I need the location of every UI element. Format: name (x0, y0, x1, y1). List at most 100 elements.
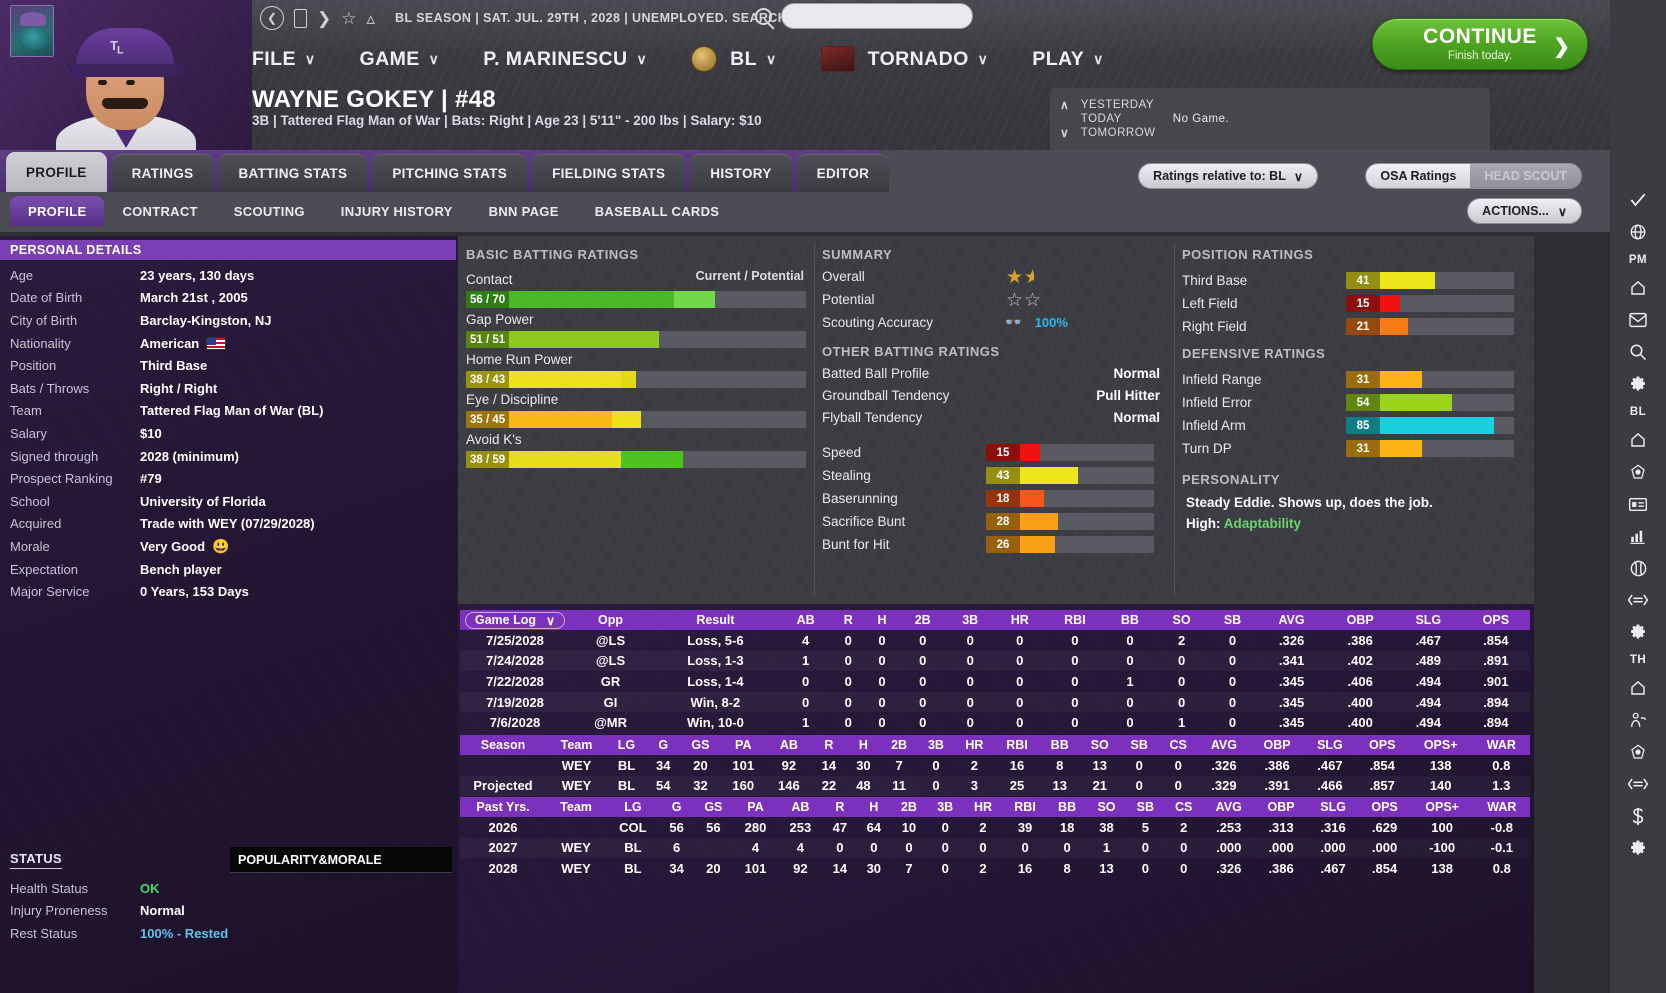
table-row[interactable]: 2028 WEY BL 34 20 101 92 14 30 7 0 2 16 8 13 0 0 .326 .386… (460, 858, 1530, 879)
gear-icon[interactable] (1610, 368, 1666, 400)
home-icon[interactable] (1610, 424, 1666, 456)
home-icon[interactable] (1610, 272, 1666, 304)
check-icon[interactable] (1610, 184, 1666, 216)
tab-ratings[interactable]: RATINGS (111, 154, 214, 192)
menu-manager[interactable]: P. MARINESCU ∨ (483, 48, 647, 71)
column-header[interactable]: H (865, 610, 899, 630)
column-header[interactable]: AB (779, 610, 832, 630)
forward-arrow-icon[interactable]: ❯ (317, 8, 332, 28)
column-header[interactable]: LG (606, 797, 660, 817)
column-header[interactable]: Past Yrs. (460, 797, 546, 817)
column-header[interactable]: R (811, 735, 847, 755)
menu-team[interactable]: TORNADO ∨ (820, 46, 989, 72)
column-header[interactable]: RBI (1045, 610, 1105, 630)
column-header[interactable]: SO (1079, 735, 1120, 755)
column-header[interactable]: 2B (898, 610, 947, 630)
search-input[interactable] (781, 3, 973, 29)
column-header[interactable]: AVG (1202, 797, 1255, 817)
table-row[interactable]: WEY BL 34 20 101 92 14 30 7 0 2 16 8 13 0 0 .326 .386 .467… (460, 755, 1530, 776)
tab-profile[interactable]: PROFILE (6, 152, 107, 192)
tab-fielding-stats[interactable]: FIELDING STATS (532, 154, 686, 192)
column-header[interactable]: G (645, 735, 681, 755)
table-row[interactable]: 7/19/2028 GI Win, 8-2 0 0 0 0 0 0 0 0 0 0.345.400.49… (460, 692, 1530, 713)
column-header[interactable]: WAR (1472, 735, 1530, 755)
column-header[interactable]: SB (1207, 610, 1258, 630)
table-row[interactable]: 2027 WEY BL 6 4 4 0 0 0 0 0 0 0 1 0 0.000.000.000.000 -1… (460, 838, 1530, 859)
tab-history[interactable]: HISTORY (690, 154, 792, 192)
continue-button[interactable]: CONTINUE Finish today. ❯ (1372, 18, 1588, 70)
column-header[interactable]: H (846, 735, 881, 755)
osa-ratings-button[interactable]: OSA Ratings (1366, 164, 1471, 188)
column-header[interactable]: GS (680, 735, 721, 755)
column-header[interactable]: R (831, 610, 866, 630)
column-header[interactable]: Opp (570, 610, 652, 630)
table-row[interactable]: 7/6/2028 @MR Win, 10-0 1 0 0 0 0 0 0 0 1 0 .345 .400 .4… (460, 712, 1530, 733)
coach-icon[interactable] (1610, 704, 1666, 736)
search-icon[interactable] (1610, 336, 1666, 368)
table-row[interactable]: 7/24/2028 @LS Loss, 1-3 1 0 0 0 0 0 0 0 0 0.341.402.… (460, 651, 1530, 672)
column-header[interactable]: PA (733, 797, 778, 817)
column-header[interactable]: Team (546, 797, 607, 817)
column-header[interactable]: HR (993, 610, 1046, 630)
column-header[interactable]: Season (460, 735, 546, 755)
column-header[interactable]: CS (1158, 735, 1198, 755)
chevron-up-icon[interactable]: ∧ (1060, 98, 1069, 112)
column-header[interactable]: 2B (880, 735, 918, 755)
menu-file[interactable]: FILE ∨ (252, 48, 316, 71)
column-header[interactable]: SO (1086, 797, 1127, 817)
column-header[interactable]: OPS (1358, 797, 1411, 817)
column-header[interactable]: RBI (1002, 797, 1048, 817)
column-header[interactable]: HR (954, 735, 995, 755)
subtab-contract[interactable]: CONTRACT (122, 203, 198, 219)
column-header[interactable]: R (822, 797, 857, 817)
column-header[interactable]: BB (1039, 735, 1080, 755)
column-header[interactable]: PA (720, 735, 767, 755)
column-header[interactable]: 3B (946, 610, 994, 630)
column-header[interactable]: OBP (1250, 735, 1305, 755)
back-arrow-icon[interactable]: ❮ (260, 6, 284, 30)
actions-button[interactable]: ACTIONS... ∨ (1467, 198, 1582, 224)
column-header[interactable]: AVG (1257, 610, 1326, 630)
column-header[interactable]: SB (1119, 735, 1159, 755)
transactions-icon[interactable] (1610, 768, 1666, 800)
column-header[interactable]: OBP (1254, 797, 1308, 817)
location-icon[interactable] (1610, 456, 1666, 488)
menu-game[interactable]: GAME ∨ (360, 48, 440, 71)
column-header[interactable]: AB (766, 735, 812, 755)
column-header[interactable]: OPS+ (1408, 735, 1473, 755)
ratings-relative-dropdown[interactable]: Ratings relative to: BL ∨ (1138, 163, 1318, 189)
column-header[interactable]: LG (607, 735, 646, 755)
column-header[interactable]: WAR (1473, 797, 1530, 817)
column-header[interactable]: BB (1047, 797, 1087, 817)
column-header[interactable]: OPS+ (1410, 797, 1474, 817)
tab-batting-stats[interactable]: BATTING STATS (218, 154, 368, 192)
table-row[interactable]: Projected WEY BL 54 32 160 146 22 48 11 0 3 25 13 21 0 0… (460, 776, 1530, 797)
column-header[interactable]: 3B (917, 735, 955, 755)
menu-league[interactable]: BL ∨ (691, 46, 776, 72)
table-row[interactable]: 7/25/2028 @LS Loss, 5-6 4 0 0 0 0 0 0 0 2 0 .326 .386.… (460, 630, 1530, 651)
column-header[interactable]: OPS (1355, 735, 1409, 755)
globe-icon[interactable] (1610, 216, 1666, 248)
subtab-baseball-cards[interactable]: BASEBALL CARDS (594, 203, 720, 219)
column-header[interactable]: OPS (1461, 610, 1530, 630)
home-icon[interactable] (1610, 672, 1666, 704)
column-header[interactable]: RBI (994, 735, 1040, 755)
column-header[interactable]: 3B (927, 797, 964, 817)
gear-icon[interactable] (1610, 616, 1666, 648)
column-header[interactable]: SLG (1307, 797, 1359, 817)
team-logo[interactable] (10, 5, 54, 57)
game-log-selector[interactable]: Game Log ∨ (464, 611, 566, 629)
column-header[interactable]: AB (777, 797, 823, 817)
mail-icon[interactable] (1610, 304, 1666, 336)
finance-icon[interactable] (1610, 800, 1666, 832)
subtab-bnn-page[interactable]: BNN PAGE (488, 203, 559, 219)
column-header[interactable]: G (659, 797, 694, 817)
baseball-icon[interactable] (1610, 552, 1666, 584)
column-header[interactable]: HR (963, 797, 1003, 817)
column-header[interactable]: Result (651, 610, 780, 630)
chevron-down-icon[interactable]: ∨ (1060, 126, 1069, 140)
gear-icon[interactable] (1610, 832, 1666, 864)
column-header[interactable]: Team (546, 735, 608, 755)
column-header[interactable]: OBP (1325, 610, 1395, 630)
transactions-icon[interactable] (1610, 584, 1666, 616)
